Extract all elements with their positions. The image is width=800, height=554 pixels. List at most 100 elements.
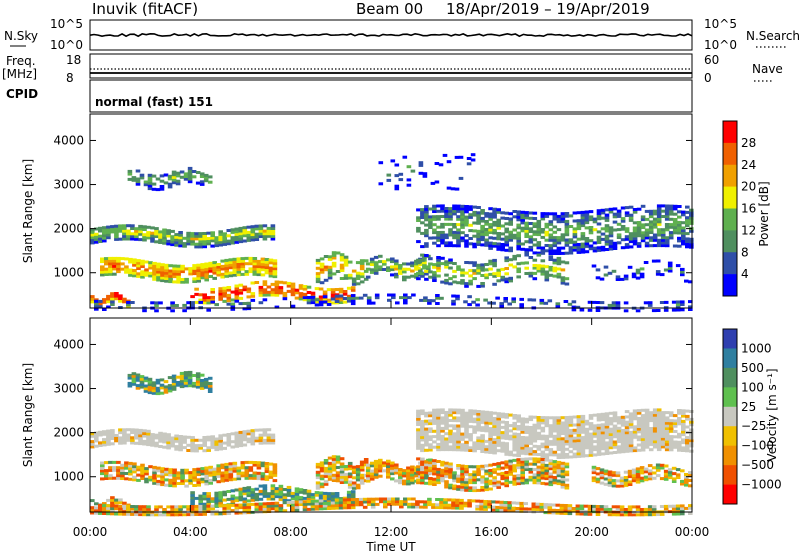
heatmap-cell xyxy=(524,211,529,215)
heatmap-cell xyxy=(460,445,465,449)
heatmap-cell xyxy=(544,437,550,441)
heatmap-cell xyxy=(240,463,246,467)
heatmap-cell xyxy=(315,261,321,265)
heatmap-cell xyxy=(172,468,177,472)
heatmap-cell xyxy=(256,270,262,274)
heatmap-cell xyxy=(652,421,658,425)
heatmap-cell xyxy=(424,231,429,235)
heatmap-cell xyxy=(556,429,562,433)
heatmap-cell xyxy=(436,269,441,273)
heatmap-cell xyxy=(282,291,288,295)
heatmap-cell xyxy=(172,264,177,268)
heatmap-cell xyxy=(190,501,195,505)
heatmap-cell xyxy=(472,428,477,432)
colorbar-segment xyxy=(723,230,737,253)
heatmap-cell xyxy=(452,280,457,284)
heatmap-cell xyxy=(672,414,678,418)
heatmap-cell xyxy=(244,262,250,266)
heatmap-cell xyxy=(114,436,119,440)
heatmap-cell xyxy=(244,466,250,470)
heatmap-cell xyxy=(102,228,107,232)
heatmap-cell xyxy=(262,234,268,238)
heatmap-cell xyxy=(681,430,686,434)
heatmap-cell xyxy=(435,506,440,509)
heatmap-cell xyxy=(559,509,565,513)
heatmap-cell xyxy=(428,458,433,462)
heatmap-cell xyxy=(132,478,137,482)
heatmap-cell xyxy=(512,464,517,468)
heatmap-cell xyxy=(146,505,151,509)
heatmap-cell xyxy=(228,263,234,267)
heatmap-cell xyxy=(424,430,429,434)
heatmap-cell xyxy=(495,505,500,509)
heatmap-cell xyxy=(464,424,469,428)
heatmap-cell xyxy=(234,496,240,500)
heatmap-cell xyxy=(204,469,209,473)
heatmap-cell xyxy=(200,265,205,269)
heatmap-cell xyxy=(681,237,686,241)
heatmap-cell xyxy=(94,238,99,242)
heatmap-cell xyxy=(440,437,445,441)
heatmap-cell xyxy=(536,416,542,419)
heatmap-cell xyxy=(250,439,256,443)
heatmap-cell xyxy=(468,411,473,415)
heatmap-cell xyxy=(403,502,408,506)
heatmap-cell xyxy=(660,421,666,425)
heatmap-cell xyxy=(595,513,601,516)
heatmap-cell xyxy=(278,498,284,502)
heatmap-cell xyxy=(488,411,493,415)
heatmap-cell xyxy=(476,269,481,273)
heatmap-cell xyxy=(224,476,229,480)
heatmap-cell xyxy=(689,449,694,453)
heatmap-cell xyxy=(540,251,546,255)
heatmap-cell xyxy=(444,432,449,436)
heatmap-cell xyxy=(182,440,187,444)
heatmap-cell xyxy=(644,419,650,423)
heatmap-cell xyxy=(390,477,395,481)
heatmap-cell xyxy=(203,380,209,384)
heatmap-cell xyxy=(355,475,361,479)
heatmap-cell xyxy=(204,471,209,475)
heatmap-cell xyxy=(399,505,404,509)
heatmap-cell xyxy=(624,428,630,432)
heatmap-cell xyxy=(632,414,638,418)
heatmap-cell xyxy=(643,467,649,471)
heatmap-cell xyxy=(483,500,488,503)
heatmap-cell xyxy=(596,217,602,221)
heatmap-cell xyxy=(664,429,670,433)
heatmap-cell xyxy=(588,453,594,457)
heatmap-cell xyxy=(448,448,453,452)
heatmap-cell xyxy=(668,204,674,208)
heatmap-cell xyxy=(544,273,550,277)
heatmap-cell xyxy=(210,497,215,501)
heatmap-cell xyxy=(516,466,521,470)
heatmap-cell xyxy=(114,224,119,228)
heatmap-cell xyxy=(132,465,137,469)
heatmap-cell xyxy=(124,472,129,475)
heatmap-cell xyxy=(536,434,542,438)
heatmap-cell xyxy=(488,443,493,446)
heatmap-cell xyxy=(488,432,493,436)
heatmap-cell xyxy=(214,437,219,441)
heatmap-cell xyxy=(394,267,399,271)
heatmap-cell xyxy=(192,476,197,480)
heatmap-cell xyxy=(428,443,433,447)
heatmap-cell xyxy=(238,430,244,434)
heatmap-cell xyxy=(122,507,127,510)
heatmap-cell xyxy=(204,275,209,279)
heatmap-cell xyxy=(528,245,534,249)
heatmap-cell xyxy=(484,464,489,468)
heatmap-cell xyxy=(616,432,622,436)
heatmap-cell xyxy=(355,271,361,275)
heatmap-cell xyxy=(232,271,238,274)
heatmap-cell xyxy=(624,444,630,448)
heatmap-cell xyxy=(452,476,457,480)
heatmap-cell xyxy=(202,436,207,439)
heatmap-cell xyxy=(619,513,625,517)
heatmap-cell xyxy=(202,438,207,442)
heatmap-cell xyxy=(500,482,505,486)
heatmap-cell xyxy=(256,262,262,266)
freq-label: Freq. xyxy=(6,54,36,68)
heatmap-cell xyxy=(315,470,321,474)
heatmap-cell xyxy=(548,467,554,471)
